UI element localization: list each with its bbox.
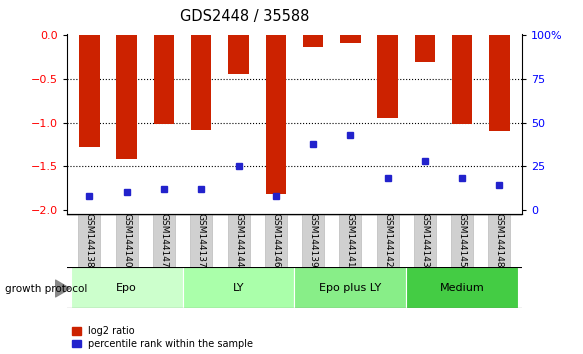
Bar	[303, 35, 324, 47]
Text: GSM144142: GSM144142	[383, 213, 392, 268]
Bar	[182, 267, 294, 308]
Bar	[117, 35, 137, 159]
Text: GSM144137: GSM144137	[196, 213, 206, 268]
Bar	[489, 214, 511, 267]
Bar	[451, 214, 473, 267]
Bar	[452, 35, 472, 124]
Bar	[115, 214, 138, 267]
Text: GSM144147: GSM144147	[160, 213, 168, 268]
Bar	[406, 267, 518, 308]
Bar	[377, 35, 398, 118]
Text: GSM144145: GSM144145	[458, 213, 466, 268]
Text: LY: LY	[233, 282, 244, 293]
Bar	[302, 214, 324, 267]
Bar	[415, 35, 435, 62]
Text: Epo plus LY: Epo plus LY	[319, 282, 381, 293]
Bar	[79, 35, 100, 147]
Bar	[190, 214, 212, 267]
Bar	[489, 35, 510, 131]
Bar	[340, 35, 360, 43]
Text: GSM144138: GSM144138	[85, 213, 94, 268]
Bar	[265, 35, 286, 194]
Bar	[229, 35, 249, 74]
Text: growth protocol: growth protocol	[5, 284, 87, 293]
Text: GSM144143: GSM144143	[420, 213, 429, 268]
Bar	[377, 214, 399, 267]
Text: GSM144144: GSM144144	[234, 213, 243, 268]
Bar	[227, 214, 250, 267]
Bar	[71, 267, 182, 308]
Bar	[191, 35, 212, 130]
Bar	[294, 267, 406, 308]
Bar	[153, 214, 175, 267]
Text: Medium: Medium	[440, 282, 484, 293]
Text: GSM144139: GSM144139	[308, 213, 318, 268]
Text: GSM144146: GSM144146	[271, 213, 280, 268]
Bar	[414, 214, 436, 267]
Polygon shape	[55, 280, 70, 297]
Bar	[154, 35, 174, 124]
Bar	[78, 214, 100, 267]
Bar	[339, 214, 361, 267]
Text: GSM144141: GSM144141	[346, 213, 355, 268]
Text: GSM144148: GSM144148	[495, 213, 504, 268]
Text: Epo: Epo	[116, 282, 137, 293]
Text: GSM144140: GSM144140	[122, 213, 131, 268]
Bar	[265, 214, 287, 267]
Text: GDS2448 / 35588: GDS2448 / 35588	[180, 9, 310, 24]
Legend: log2 ratio, percentile rank within the sample: log2 ratio, percentile rank within the s…	[72, 326, 254, 349]
